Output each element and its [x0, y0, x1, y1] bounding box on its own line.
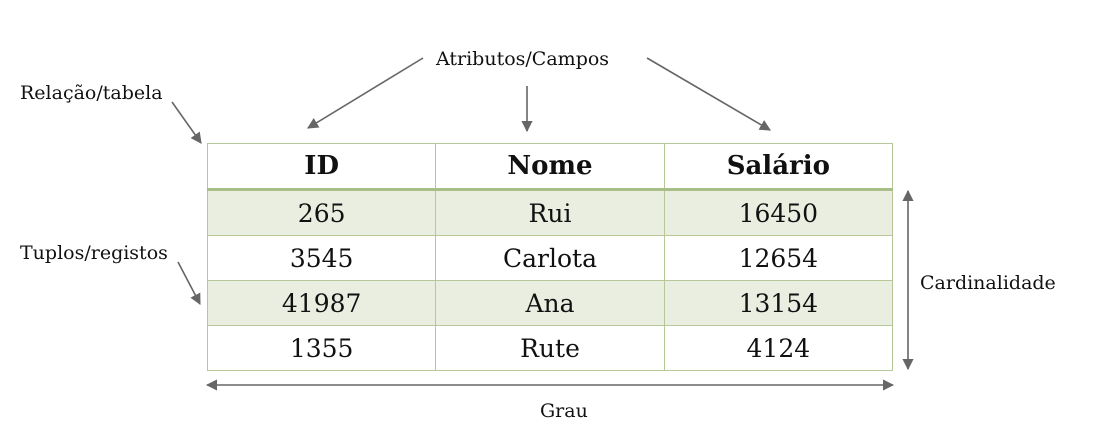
cardinality-label: Cardinalidade	[920, 272, 1056, 294]
table-row: 1355 Rute 4124	[206, 325, 894, 371]
table-row: 3545 Carlota 12654	[206, 235, 894, 281]
header-nome: Nome	[435, 143, 665, 191]
relation-label: Relação/tabela	[20, 82, 163, 104]
arrow-to-id-column	[307, 57, 424, 129]
table-row: 41987 Ana 13154	[206, 280, 894, 326]
cell-id: 3545	[206, 235, 437, 281]
relation-table: ID Nome Salário 265 Rui 16450 3545 Carlo…	[206, 143, 894, 371]
tuples-label: Tuplos/registos	[20, 242, 168, 264]
cell-nome: Carlota	[435, 235, 665, 281]
cell-salario: 13154	[663, 280, 894, 326]
cell-salario: 4124	[663, 325, 894, 371]
arrow-to-table	[171, 101, 202, 144]
attributes-label: Atributos/Campos	[436, 48, 610, 70]
table-header-row: ID Nome Salário	[206, 143, 894, 191]
arrow-to-tuples	[177, 261, 201, 305]
degree-label: Grau	[540, 400, 588, 422]
cell-salario: 16450	[663, 189, 894, 236]
cell-id: 41987	[206, 280, 437, 326]
cell-nome: Rui	[435, 189, 665, 236]
cell-id: 1355	[206, 325, 437, 371]
arrow-to-salario-column	[646, 57, 771, 131]
table-row: 265 Rui 16450	[206, 189, 894, 236]
cell-nome: Rute	[435, 325, 665, 371]
cell-salario: 12654	[663, 235, 894, 281]
cell-nome: Ana	[435, 280, 665, 326]
header-salario: Salário	[663, 143, 894, 191]
header-id: ID	[206, 143, 437, 191]
cell-id: 265	[206, 189, 437, 236]
